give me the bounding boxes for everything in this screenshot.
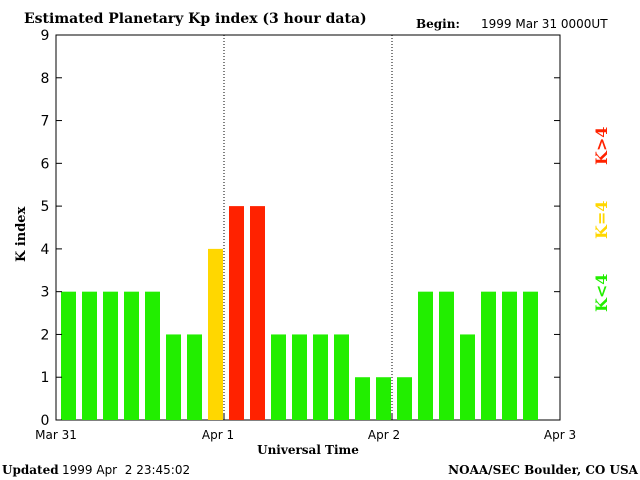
kp-bar <box>292 334 307 420</box>
source-credit: NOAA/SEC Boulder, CO USA <box>448 463 639 477</box>
kp-bar <box>250 206 265 420</box>
kp-bar <box>481 291 496 420</box>
kp-bar <box>124 291 139 420</box>
kp-bar <box>166 334 181 420</box>
y-tick-label: 2 <box>41 327 50 343</box>
kp-bar <box>334 334 349 420</box>
kp-bar <box>229 206 244 420</box>
x-tick-label: Apr 2 <box>368 428 400 442</box>
updated-label: Updated <box>2 463 59 477</box>
kp-bar <box>355 377 370 420</box>
y-tick-label: 0 <box>41 413 50 429</box>
y-tick-label: 4 <box>41 242 50 258</box>
y-tick-label: 3 <box>41 285 50 301</box>
kp-bar <box>208 248 223 420</box>
begin-label: Begin: <box>416 17 460 31</box>
y-axis-label: K index <box>14 206 29 262</box>
x-axis-ticks: Mar 31 Apr 1 Apr 2 Apr 3 <box>35 414 576 442</box>
y-tick-label: 1 <box>41 370 50 386</box>
updated-value: 1999 Apr 2 23:45:02 <box>62 463 190 477</box>
kp-bar <box>502 291 517 420</box>
kp-bar <box>187 334 202 420</box>
day-separators <box>223 35 393 420</box>
plot-area <box>55 34 561 421</box>
bars <box>61 206 538 420</box>
begin-value: 1999 Mar 31 0000UT <box>481 17 608 31</box>
kp-bar <box>103 291 118 420</box>
kp-bar <box>145 291 160 420</box>
y-tick-label: 8 <box>41 71 50 87</box>
x-tick-label: Apr 1 <box>202 428 234 442</box>
y-tick-label: 5 <box>41 199 50 215</box>
y-tick-label: 6 <box>41 156 50 172</box>
kp-bar <box>82 291 97 420</box>
kp-bar <box>460 334 475 420</box>
x-axis-label: Universal Time <box>257 443 359 457</box>
chart-title: Estimated Planetary Kp index (3 hour dat… <box>24 11 367 27</box>
kp-bar <box>376 377 391 420</box>
y-tick-label: 7 <box>41 114 50 130</box>
kp-bar <box>61 291 76 420</box>
y-axis-ticks: 0 1 2 3 4 5 6 7 8 9 <box>41 28 560 429</box>
kp-bar <box>397 377 412 420</box>
y-tick-label: 9 <box>41 28 50 44</box>
kp-bar <box>439 291 454 420</box>
kp-bar <box>523 291 538 420</box>
kp-bar <box>313 334 328 420</box>
x-tick-label: Mar 31 <box>35 428 77 442</box>
kp-bar <box>418 291 433 420</box>
x-tick-label: Apr 3 <box>544 428 576 442</box>
legend-high: K>4 <box>592 127 611 165</box>
kp-bar <box>271 334 286 420</box>
legend-equal: K=4 <box>592 201 611 239</box>
legend-low: K<4 <box>592 274 611 312</box>
